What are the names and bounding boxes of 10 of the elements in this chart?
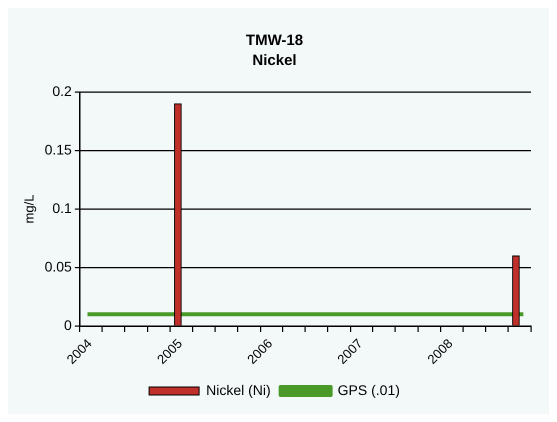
- y-axis-title: mg/L: [21, 194, 36, 224]
- y-tick-label: 0: [64, 316, 72, 333]
- chart-subtitle: Nickel: [252, 52, 297, 70]
- y-tick-label: 0.1: [52, 200, 72, 216]
- y-tick-label: 0.05: [44, 258, 72, 274]
- y-tick-label: 0.2: [52, 82, 72, 99]
- chart-title: TMW-18: [246, 32, 304, 50]
- y-tick-label: 0.15: [44, 141, 72, 158]
- legend-label: GPS (.01): [338, 382, 400, 398]
- legend-label: Nickel (Ni): [206, 382, 271, 398]
